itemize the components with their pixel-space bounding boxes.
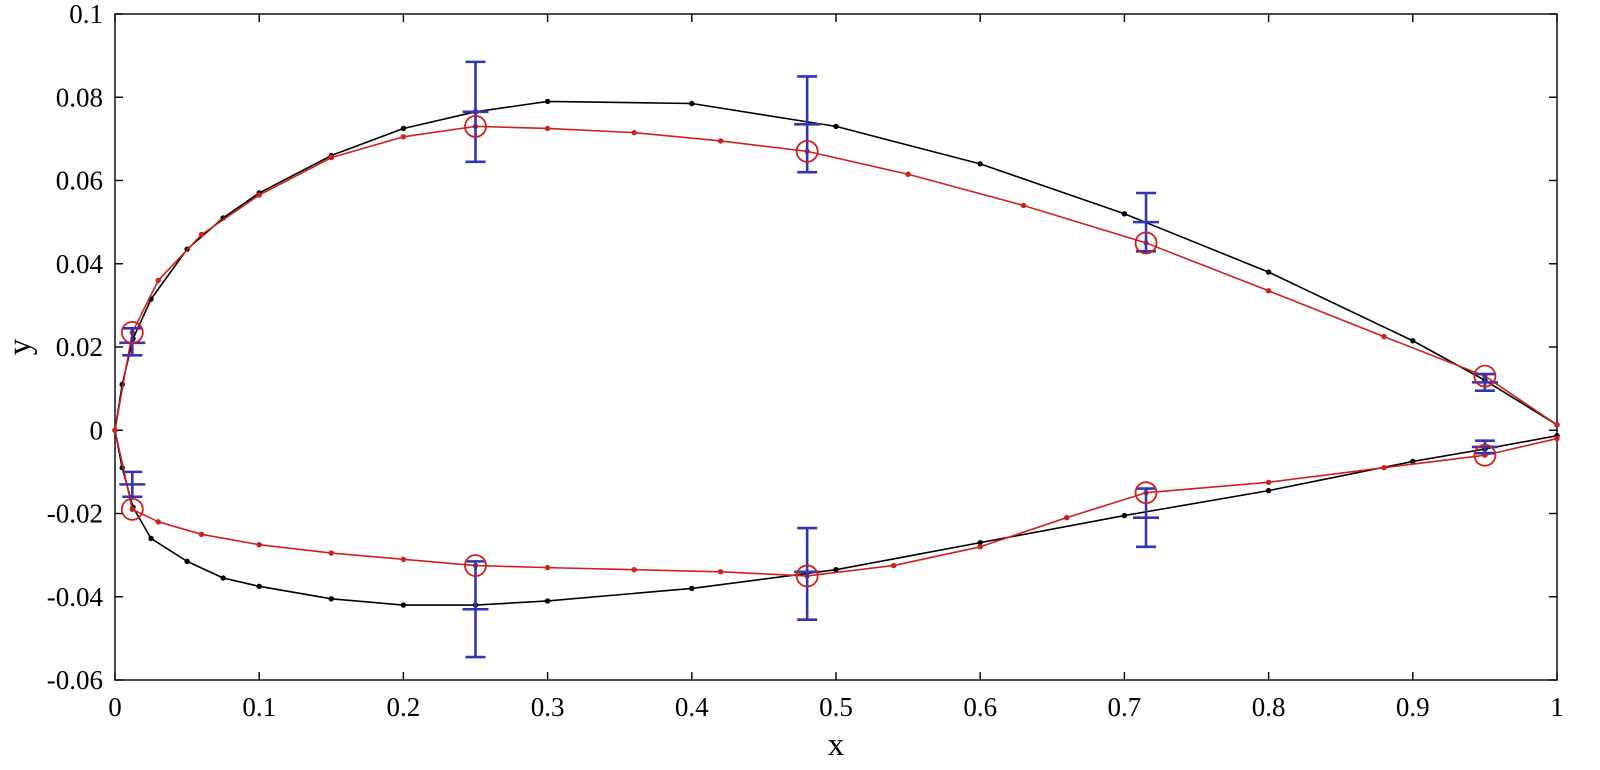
- x-tick-label: 0.6: [963, 692, 997, 722]
- y-tick-label: 0.06: [56, 166, 103, 196]
- fitted-airfoil-lower-marker: [1265, 479, 1272, 485]
- original-airfoil-lower-marker: [1410, 458, 1416, 465]
- original-airfoil-lower-marker: [689, 585, 695, 592]
- control-point-circle: [1473, 443, 1497, 467]
- fitted-airfoil-upper-marker: [717, 138, 724, 144]
- x-tick-label: 0.3: [531, 692, 565, 722]
- fitted-airfoil-lower-marker: [1554, 435, 1560, 442]
- original-airfoil-lower-marker: [220, 575, 226, 581]
- x-tick-label: 0.1: [242, 692, 276, 722]
- original-airfoil-lower-marker: [148, 535, 154, 542]
- error-bar: [119, 470, 146, 499]
- y-tick-label: 0.04: [56, 249, 104, 279]
- fitted-airfoil-lower-marker: [400, 556, 407, 562]
- control-point-circle: [120, 497, 144, 521]
- fitted-airfoil-upper-line: [114, 125, 1558, 431]
- x-tick-label: 0.8: [1252, 692, 1286, 722]
- fitted-airfoil-upper-marker: [328, 154, 334, 161]
- y-axis-label: y: [2, 338, 38, 355]
- fitted-airfoil-upper-marker: [905, 171, 911, 177]
- y-tick-label: 0: [90, 415, 104, 445]
- fitted-airfoil-upper-marker: [544, 125, 551, 132]
- control-point-circle: [120, 321, 144, 344]
- fitted-airfoil-lower-marker: [256, 542, 262, 548]
- original-airfoil-upper-marker: [977, 161, 983, 167]
- axes-box: [114, 13, 1558, 681]
- fitted-airfoil-lower-marker: [631, 566, 637, 573]
- y-tick-label: -0.06: [47, 665, 103, 695]
- control-point-circle: [1134, 231, 1158, 255]
- fitted-airfoil-lower-line: [114, 430, 1558, 577]
- original-airfoil-lower-line: [114, 430, 1558, 606]
- original-airfoil-lower-marker: [1121, 512, 1128, 519]
- original-airfoil-upper-marker: [833, 123, 839, 130]
- original-airfoil-lower-marker: [184, 558, 190, 565]
- control-point-circle: [1473, 364, 1497, 388]
- fitted-airfoil-lower-marker: [977, 544, 983, 550]
- y-tick-label: 0.02: [56, 332, 103, 362]
- original-airfoil-lower-marker: [833, 566, 839, 573]
- fitted-airfoil-lower-marker: [717, 569, 724, 575]
- fitted-airfoil-lower-marker: [112, 427, 118, 433]
- x-axis-label: x: [828, 727, 845, 763]
- fitted-airfoil-upper-marker: [400, 134, 407, 140]
- x-tick-label: 0.9: [1396, 692, 1430, 722]
- error-bar: [462, 60, 489, 164]
- error-bar: [1471, 439, 1498, 455]
- y-tick-label: 0.1: [69, 0, 103, 29]
- error-bar: [1133, 487, 1160, 549]
- original-airfoil-lower-marker: [400, 602, 407, 608]
- y-tick-label: -0.04: [47, 582, 104, 612]
- error-bar: [462, 560, 489, 659]
- original-airfoil-upper-marker: [1121, 211, 1128, 217]
- control-point-circle: [464, 114, 487, 138]
- original-airfoil-lower-marker: [328, 596, 334, 602]
- original-airfoil-upper-marker: [1410, 338, 1416, 344]
- fitted-airfoil-upper-marker: [198, 231, 205, 238]
- original-airfoil-upper-marker: [1265, 269, 1272, 275]
- fitted-airfoil-lower-marker: [544, 564, 551, 571]
- x-tick-label: 0.5: [819, 692, 853, 722]
- original-airfoil-upper-line: [114, 100, 1558, 431]
- control-point-circle: [795, 139, 819, 163]
- error-bar: [1133, 191, 1160, 253]
- fitted-airfoil-lower-marker: [328, 550, 334, 556]
- fitted-airfoil-upper-marker: [256, 192, 262, 198]
- error-bar: [119, 326, 146, 357]
- fitted-airfoil-lower-marker: [890, 562, 897, 569]
- original-airfoil-lower-marker: [544, 598, 551, 604]
- x-tick-label: 0.4: [675, 692, 709, 722]
- original-airfoil-lower-marker: [977, 539, 983, 546]
- original-airfoil-lower-marker: [1265, 487, 1272, 494]
- y-tick-label: 0.08: [56, 82, 103, 112]
- fitted-airfoil-lower-marker: [155, 519, 161, 525]
- error-bar: [794, 75, 821, 174]
- fitted-airfoil-lower-marker: [1064, 514, 1070, 521]
- fitted-airfoil-upper-marker: [155, 277, 161, 284]
- control-point-circle: [795, 564, 819, 588]
- fitted-airfoil-lower-marker: [198, 531, 205, 538]
- fitted-airfoil-upper-marker: [1554, 422, 1560, 428]
- control-point-circle: [1134, 481, 1158, 505]
- control-point-circle: [464, 554, 487, 577]
- error-bar: [794, 526, 821, 621]
- fitted-airfoil-lower-marker: [129, 506, 136, 513]
- x-tick-label: 0.2: [387, 692, 421, 722]
- fitted-airfoil-upper-marker: [1265, 288, 1272, 294]
- fitted-airfoil-lower-marker: [1381, 465, 1387, 471]
- original-airfoil-upper-marker: [400, 125, 407, 132]
- original-airfoil-upper-marker: [689, 100, 695, 107]
- original-airfoil-lower-marker: [256, 583, 262, 590]
- fitted-airfoil-upper-marker: [1020, 202, 1027, 209]
- x-tick-label: 1: [1550, 692, 1564, 722]
- x-tick-label: 0.7: [1108, 692, 1142, 722]
- fitted-airfoil-upper-marker: [1381, 333, 1387, 340]
- x-tick-label: 0: [108, 692, 122, 722]
- original-airfoil-upper-marker: [544, 98, 551, 105]
- y-tick-label: -0.02: [47, 499, 103, 529]
- fitted-airfoil-upper-marker: [631, 129, 637, 136]
